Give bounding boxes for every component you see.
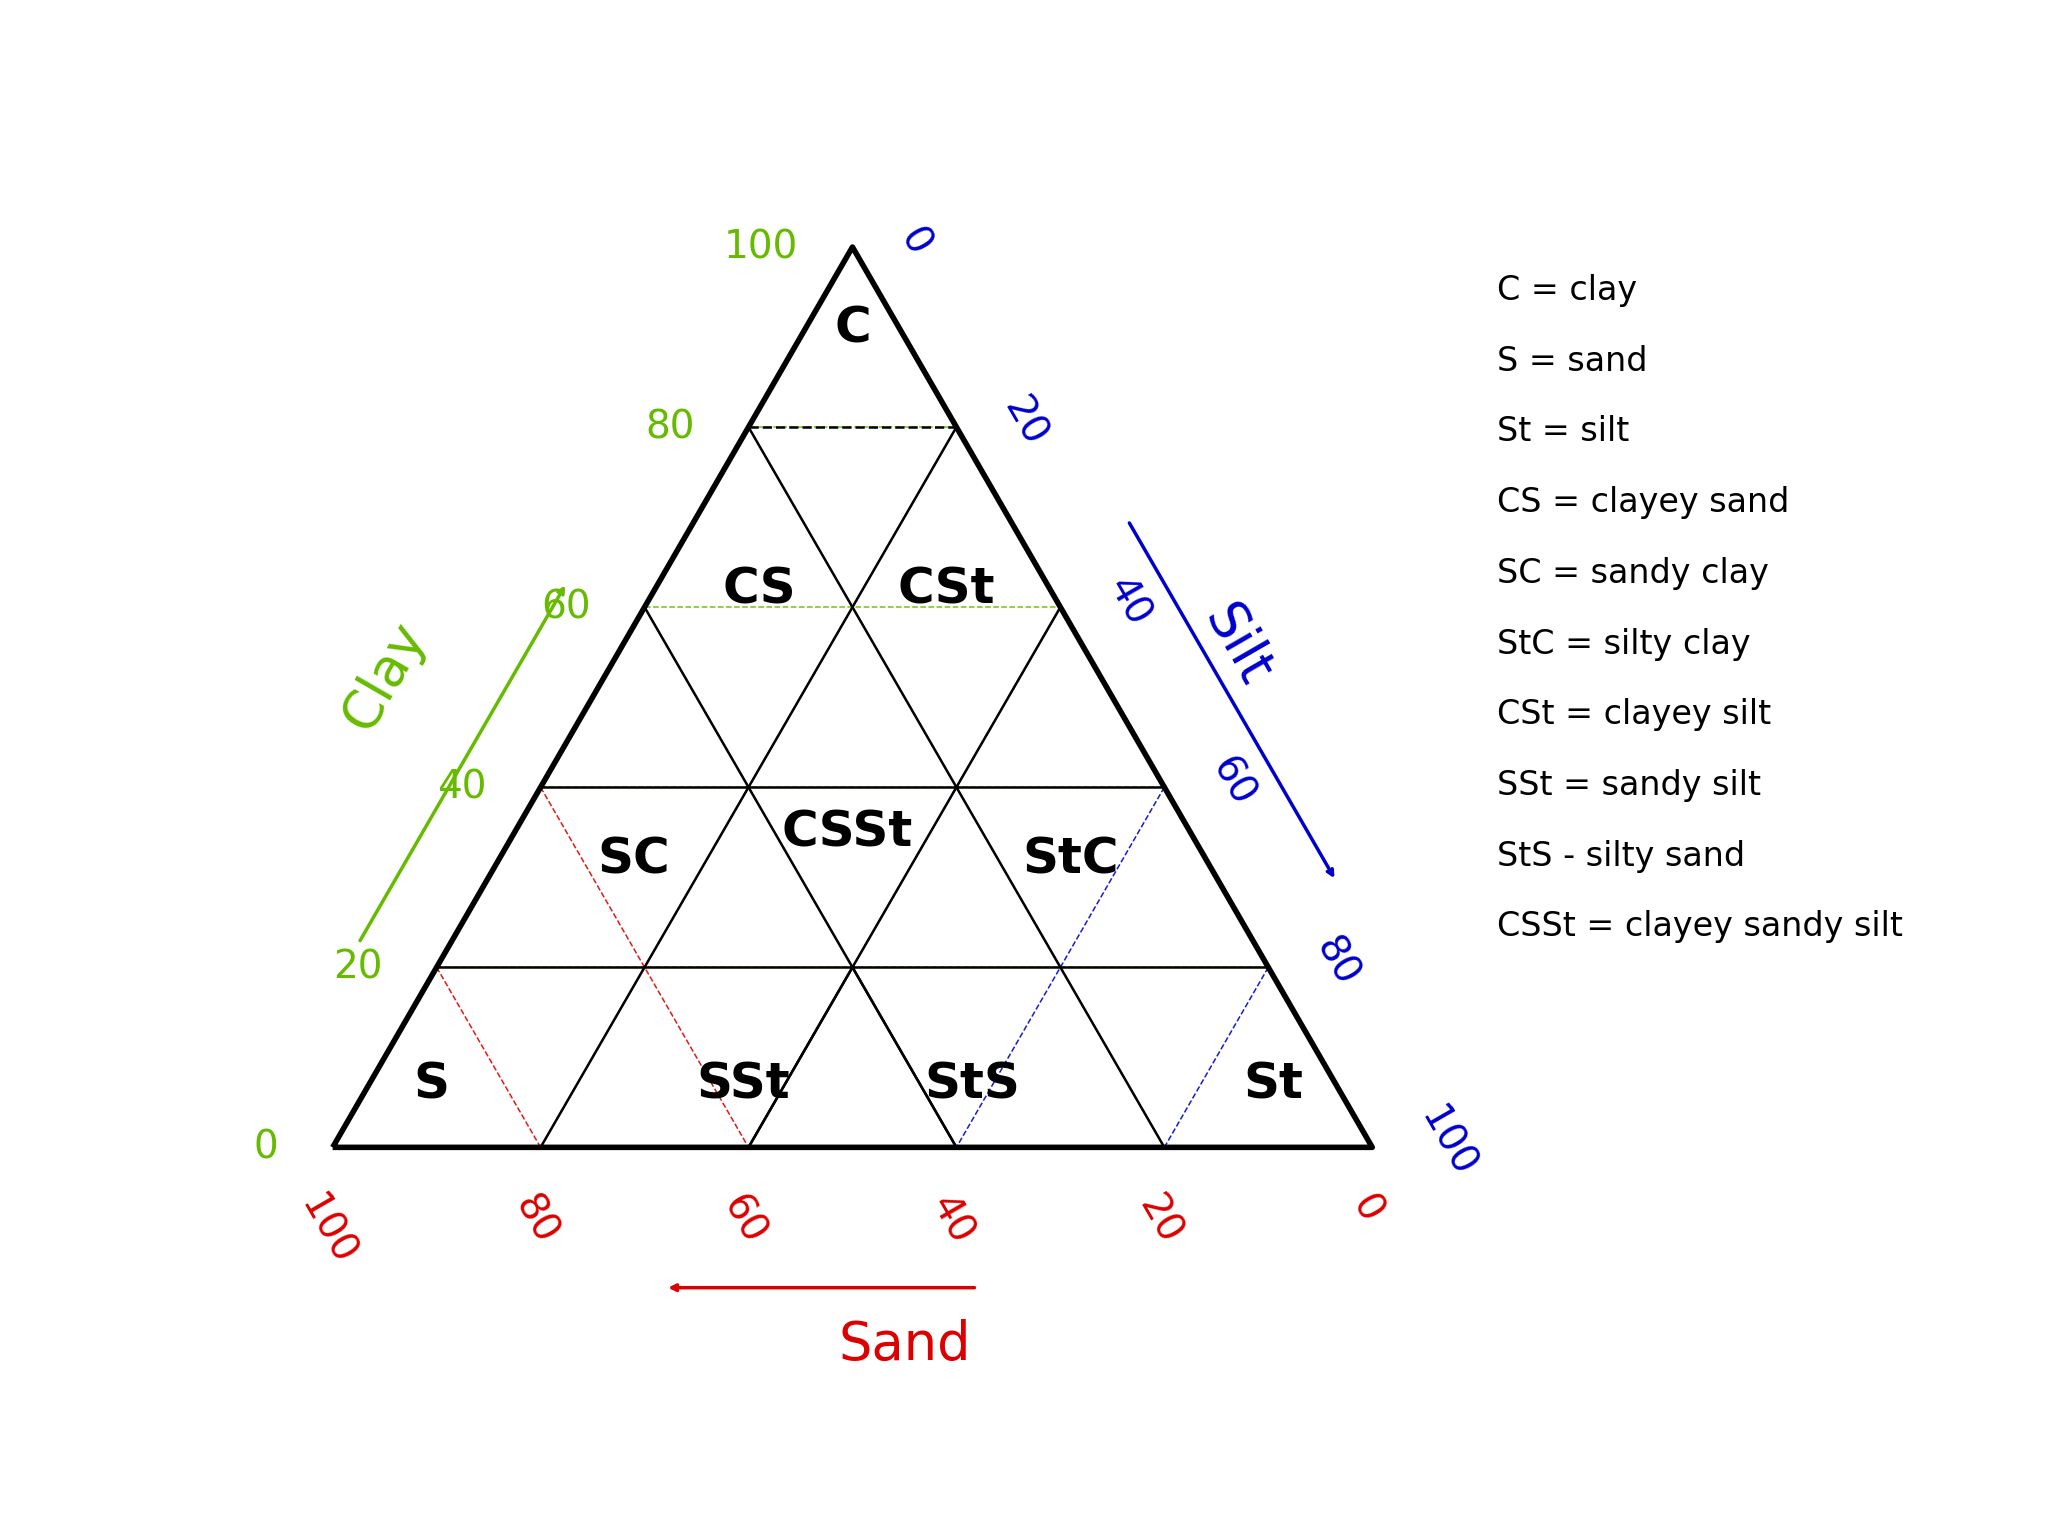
Text: 40: 40: [436, 768, 487, 806]
Text: 60: 60: [715, 1189, 772, 1251]
Text: CSSt: CSSt: [782, 807, 913, 856]
Text: StC: StC: [1022, 835, 1118, 883]
Text: 60: 60: [1204, 751, 1262, 814]
Text: CS = clayey sand: CS = clayey sand: [1497, 486, 1790, 520]
Text: 20: 20: [995, 391, 1053, 453]
Text: CS: CS: [723, 565, 797, 614]
Text: 80: 80: [506, 1189, 563, 1251]
Text: 60: 60: [541, 588, 590, 626]
Text: SSt = sandy silt: SSt = sandy silt: [1497, 770, 1761, 801]
Text: Sand: Sand: [838, 1320, 971, 1371]
Text: 20: 20: [334, 948, 383, 986]
Text: StS: StS: [924, 1060, 1020, 1109]
Text: St: St: [1243, 1060, 1303, 1109]
Text: StC = silty clay: StC = silty clay: [1497, 627, 1751, 661]
Text: SC: SC: [598, 835, 670, 883]
Text: SSt: SSt: [696, 1060, 791, 1109]
Text: 100: 100: [1411, 1100, 1483, 1183]
Text: S = sand: S = sand: [1497, 345, 1647, 377]
Text: CSSt = clayey sandy silt: CSSt = clayey sandy silt: [1497, 911, 1903, 944]
Text: 20: 20: [1130, 1189, 1188, 1251]
Text: C: C: [834, 305, 870, 351]
Text: Silt: Silt: [1194, 595, 1280, 694]
Text: 0: 0: [893, 221, 938, 262]
Text: S: S: [414, 1060, 449, 1109]
Text: 100: 100: [725, 229, 799, 267]
Text: CSt = clayey silt: CSt = clayey silt: [1497, 698, 1772, 732]
Text: 100: 100: [293, 1189, 362, 1273]
Text: C = clay: C = clay: [1497, 274, 1636, 308]
Text: SC = sandy clay: SC = sandy clay: [1497, 558, 1769, 589]
Text: CSt: CSt: [897, 565, 995, 614]
Text: StS - silty sand: StS - silty sand: [1497, 839, 1745, 873]
Text: 0: 0: [1343, 1189, 1391, 1229]
Text: 0: 0: [254, 1129, 279, 1167]
Text: 40: 40: [922, 1189, 981, 1251]
Text: 40: 40: [1100, 571, 1157, 633]
Text: 80: 80: [1309, 932, 1366, 992]
Text: 80: 80: [645, 408, 694, 445]
Text: Clay: Clay: [334, 614, 436, 739]
Text: St = silt: St = silt: [1497, 415, 1630, 448]
